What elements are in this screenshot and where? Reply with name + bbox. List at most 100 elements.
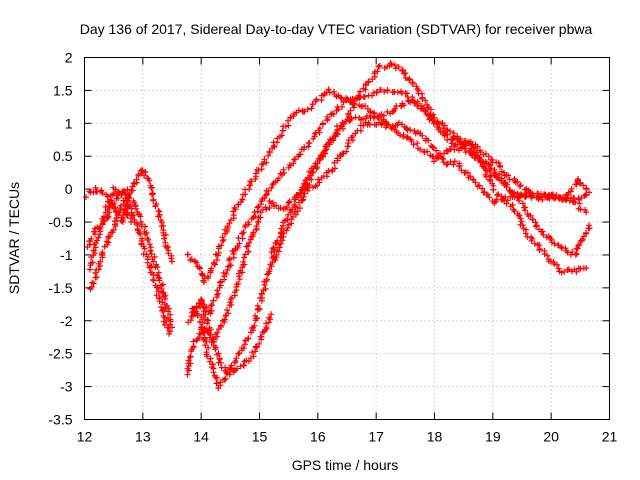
chart-title: Day 136 of 2017, Sidereal Day-to-day VTE… — [80, 21, 593, 37]
data-point — [331, 159, 338, 166]
data-point — [95, 266, 102, 273]
data-point — [224, 370, 231, 377]
data-point — [133, 176, 140, 183]
data-point — [287, 114, 294, 121]
data-point — [365, 78, 372, 85]
data-point — [103, 238, 110, 245]
data-point — [150, 258, 157, 265]
data-point — [360, 122, 367, 129]
data-point — [153, 292, 160, 299]
data-point — [99, 249, 106, 256]
data-point — [394, 89, 401, 96]
data-point — [476, 154, 483, 161]
data-point — [201, 329, 208, 336]
data-point — [579, 236, 586, 243]
data-point — [440, 125, 447, 132]
x-tick-label: 19 — [485, 429, 501, 445]
data-point — [275, 175, 282, 182]
x-tick-label: 16 — [310, 429, 326, 445]
data-point — [223, 369, 230, 376]
data-point — [99, 190, 106, 197]
data-point — [199, 319, 206, 326]
data-point — [451, 146, 458, 153]
data-point — [286, 198, 293, 205]
data-point — [228, 302, 235, 308]
data-point — [110, 226, 117, 233]
data-point — [486, 194, 493, 201]
y-tick-label: -3 — [60, 379, 73, 395]
data-point — [107, 192, 114, 199]
data-point — [191, 308, 198, 315]
y-tick-label: -1.5 — [48, 280, 72, 296]
data-point — [439, 155, 446, 162]
data-point — [263, 320, 270, 327]
data-point — [575, 176, 582, 183]
data-point — [255, 167, 262, 174]
data-point — [193, 304, 200, 311]
data-point — [205, 317, 212, 324]
data-point — [201, 316, 208, 323]
data-point — [569, 249, 576, 255]
data-point — [519, 222, 526, 229]
data-point — [266, 198, 273, 205]
data-point — [141, 172, 148, 179]
data-point — [376, 62, 383, 69]
data-point — [104, 193, 111, 200]
data-point — [207, 302, 214, 309]
x-tick-label: 20 — [543, 429, 559, 445]
data-point — [443, 161, 450, 168]
data-point — [509, 201, 516, 208]
data-point — [562, 196, 569, 203]
data-point — [536, 194, 543, 201]
data-point — [580, 182, 587, 189]
data-point — [242, 251, 249, 258]
data-point — [262, 286, 269, 292]
data-point — [384, 87, 391, 93]
data-point — [485, 153, 492, 160]
data-point — [501, 197, 508, 204]
data-point — [217, 322, 224, 329]
data-point — [316, 155, 323, 162]
data-point — [166, 330, 173, 337]
data-point — [214, 329, 221, 336]
y-tick-label: -1 — [60, 247, 73, 263]
data-point — [573, 268, 580, 275]
x-axis-tick-labels: 12 13 14 15 16 17 18 19 20 21 — [77, 429, 618, 445]
data-point — [447, 128, 453, 135]
data-point — [295, 107, 302, 114]
data-point — [187, 257, 194, 263]
data-point — [221, 376, 228, 383]
data-point — [304, 174, 311, 181]
data-point — [155, 288, 162, 295]
data-point — [586, 189, 593, 196]
data-point — [424, 148, 431, 155]
data-point — [502, 194, 509, 201]
x-tick-label: 21 — [602, 429, 618, 445]
data-point — [252, 213, 259, 220]
data-point — [312, 160, 319, 167]
data-point — [235, 350, 242, 357]
data-point — [153, 284, 160, 291]
data-point — [304, 106, 311, 113]
series-track-1 — [83, 86, 590, 286]
data-point — [381, 88, 388, 95]
data-point — [392, 105, 399, 112]
y-tick-label: -2.5 — [48, 346, 72, 362]
data-point — [246, 239, 253, 246]
data-point — [519, 200, 526, 207]
data-point — [340, 97, 347, 104]
data-point — [583, 209, 590, 216]
data-point — [511, 208, 518, 215]
data-point — [187, 353, 194, 360]
data-point — [200, 330, 207, 336]
data-point — [86, 188, 93, 195]
data-point — [540, 231, 547, 238]
x-tick-label: 18 — [427, 429, 443, 445]
data-point — [448, 140, 455, 147]
data-point — [224, 307, 230, 313]
data-point — [208, 307, 215, 314]
data-point — [374, 68, 381, 75]
data-point — [464, 169, 471, 176]
data-point — [201, 279, 207, 286]
data-point — [124, 186, 131, 193]
